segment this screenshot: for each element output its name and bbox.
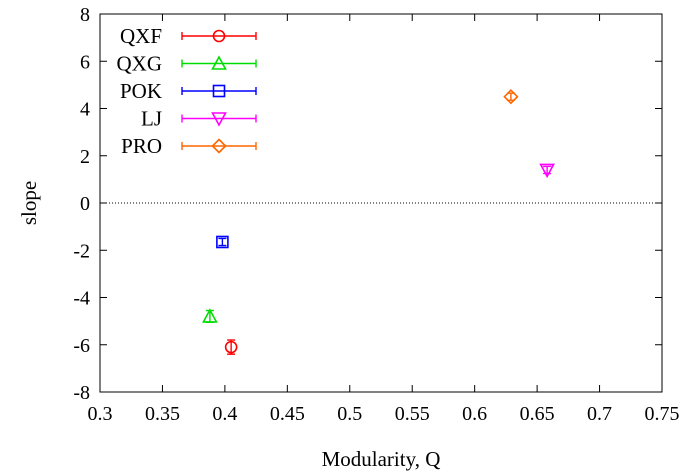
- legend-label: QXG: [117, 52, 163, 76]
- y-tick-label: 0: [80, 193, 90, 215]
- y-axis-ticks: -8 -6 -4 -2 0 2 4 6 8: [73, 4, 662, 404]
- legend-entry-pro: PRO: [121, 134, 257, 158]
- legend-entry-qxf: QXF: [120, 24, 257, 48]
- x-tick-label: 0.65: [520, 403, 555, 425]
- x-tick-label: 0.3: [88, 403, 113, 425]
- point-marker: [224, 340, 238, 354]
- legend-label: POK: [120, 79, 162, 103]
- x-tick-label: 0.7: [587, 403, 612, 425]
- y-tick-label: 6: [80, 51, 90, 73]
- legend-entry-qxg: QXG: [117, 52, 257, 76]
- data-point-pok: [216, 235, 229, 249]
- legend-entry-pok: POK: [120, 79, 257, 103]
- y-tick-label: -6: [73, 335, 90, 357]
- x-tick-label: 0.45: [270, 403, 305, 425]
- data-point-qxf: [224, 339, 238, 355]
- x-tick-label: 0.5: [337, 403, 362, 425]
- legend-label: PRO: [121, 134, 162, 158]
- x-tick-label: 0.75: [645, 403, 680, 425]
- legend-marker: [212, 29, 226, 43]
- point-marker: [216, 235, 229, 249]
- data-point-pro: [503, 89, 519, 105]
- y-tick-label: -2: [73, 240, 90, 262]
- legend-marker: [211, 112, 227, 127]
- y-tick-label: -8: [73, 382, 90, 404]
- y-tick-label: -4: [73, 288, 90, 310]
- x-tick-label: 0.35: [145, 403, 180, 425]
- data-point-lj: [539, 163, 555, 179]
- y-tick-label: 8: [80, 4, 90, 26]
- x-tick-label: 0.4: [212, 403, 237, 425]
- legend-entry-lj: LJ: [141, 107, 257, 131]
- data-points: [202, 89, 555, 355]
- legend-label: QXF: [120, 24, 162, 48]
- y-tick-label: 4: [80, 99, 90, 121]
- legend: QXF QXG POK LJ PRO: [117, 24, 257, 158]
- point-marker: [202, 308, 218, 323]
- x-axis-ticks: 0.3 0.35 0.4 0.45 0.5 0.55 0.6 0.65 0.7 0.75: [88, 14, 680, 425]
- x-tick-label: 0.6: [462, 403, 487, 425]
- point-marker: [503, 89, 519, 105]
- x-tick-label: 0.55: [395, 403, 430, 425]
- legend-marker: [211, 138, 227, 154]
- x-axis-label: Modularity, Q: [322, 447, 441, 471]
- point-marker: [539, 163, 555, 179]
- y-tick-label: 2: [80, 146, 90, 168]
- legend-label: LJ: [141, 107, 162, 131]
- y-axis-label: slope: [17, 181, 41, 225]
- data-point-qxg: [202, 308, 218, 324]
- legend-marker: [212, 84, 226, 98]
- legend-marker: [211, 55, 227, 70]
